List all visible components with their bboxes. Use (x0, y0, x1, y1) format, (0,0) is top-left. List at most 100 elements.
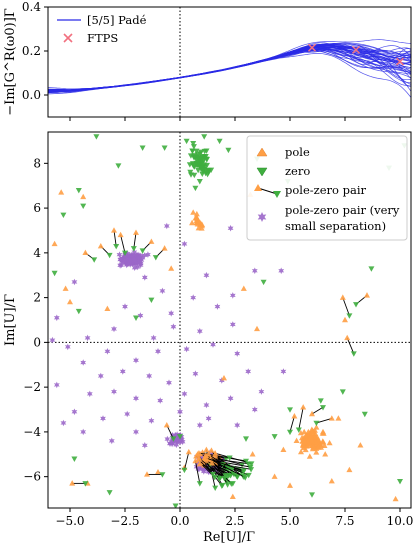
bottom-y-tick-label: −2 (23, 380, 41, 394)
pair-segment (166, 424, 174, 439)
zero-point (133, 315, 139, 321)
zero-point (317, 398, 324, 404)
zero-point (225, 147, 232, 154)
pair-zero-point (248, 467, 255, 473)
small-separation-point (117, 256, 124, 263)
pair-zero-point (245, 472, 252, 479)
pair-pole-point (195, 449, 202, 456)
small-separation-point (192, 370, 199, 377)
pole-zero-pair (309, 405, 326, 417)
legend-pole-marker (256, 147, 268, 157)
pair-segment (210, 459, 246, 478)
pole-zero-pair (69, 480, 89, 487)
zero-point (80, 203, 87, 210)
small-separation-point (168, 310, 175, 317)
pair-zero-point (159, 472, 166, 478)
pade-curve (48, 49, 411, 92)
small-separation-point (234, 350, 241, 357)
zero-point (93, 134, 100, 140)
pair-segment (198, 459, 214, 475)
legend-ftps-marker (63, 33, 73, 43)
pole-point (315, 441, 322, 447)
bottom-y-axis-label: Im[U]/Γ (3, 294, 18, 346)
small-separation-point (258, 388, 265, 395)
zero-point (188, 172, 194, 178)
top-y-tick-label: 0.0 (22, 88, 41, 102)
pole-zero-pair (181, 448, 192, 474)
pole-point (51, 240, 58, 247)
pair-pole-point (212, 451, 219, 457)
pole-zero-pair (287, 413, 298, 436)
pole-zero-pair (97, 242, 113, 259)
small-separation-point (136, 254, 142, 262)
small-separation-point (173, 441, 180, 449)
small-separation-point (53, 381, 60, 389)
pole-point (335, 415, 342, 421)
small-separation-point (278, 267, 285, 275)
small-separation-point (181, 240, 188, 248)
pole-point (293, 437, 300, 444)
pair-pole-point (163, 421, 170, 428)
pole-point (306, 453, 313, 459)
pole-point (287, 482, 293, 488)
small-separation-point (133, 357, 139, 364)
pole-point (189, 219, 196, 226)
pole-zero-pair (163, 421, 177, 442)
small-separation-point (80, 359, 87, 366)
pole-point (168, 265, 175, 271)
small-separation-point (125, 259, 132, 267)
pair-segment (211, 462, 235, 475)
pole-point (313, 449, 320, 455)
zero-point (192, 185, 199, 192)
legend-small-separation-label-line2: small separation) (285, 219, 386, 233)
small-separation-point (131, 248, 138, 256)
pair-zero-point (353, 302, 359, 308)
pole-point (301, 438, 308, 445)
pole-point (322, 451, 329, 457)
small-separation-point (227, 224, 234, 232)
small-separation-series (49, 222, 287, 476)
pair-zero-point (130, 246, 137, 252)
small-separation-point (104, 348, 111, 355)
zero-point (201, 134, 208, 140)
legend-small-separation-marker (257, 212, 267, 222)
small-separation-point (122, 303, 128, 310)
small-separation-point (163, 222, 170, 230)
small-separation-point (178, 436, 184, 443)
top-x-ticks (69, 117, 401, 121)
small-separation-point (60, 419, 67, 427)
pole-zero-pair (209, 460, 237, 478)
zero-point (199, 165, 205, 172)
pair-zero-point (221, 475, 228, 482)
small-separation-point (49, 336, 56, 344)
pair-segment (316, 418, 332, 424)
pair-pole-point (202, 454, 209, 461)
pole-zero-pair (82, 249, 98, 263)
pole-point (326, 439, 333, 446)
bottom-plot-area (48, 132, 411, 508)
pole-point (254, 325, 260, 332)
pole-point (315, 444, 322, 450)
pole-point (299, 434, 306, 441)
top-legend: [5/5] Padé FTPS (57, 13, 147, 45)
pole-point (303, 443, 310, 449)
pole-point (194, 221, 201, 227)
pole-point (155, 468, 161, 475)
pole-series (51, 189, 399, 502)
bottom-x-tick-label: −2.5 (110, 514, 139, 528)
pole-zero-pair (353, 292, 370, 308)
top-y-tick-label: 0.4 (22, 0, 41, 14)
pair-zero-point (152, 255, 159, 261)
small-separation-point (169, 440, 175, 447)
small-separation-point (126, 253, 133, 260)
pair-pole-point (185, 448, 192, 455)
small-separation-point (124, 257, 131, 264)
pair-zero-point (346, 313, 353, 319)
zero-point (186, 162, 193, 168)
pair-pole-point (144, 471, 150, 477)
small-separation-point (251, 267, 258, 275)
pole-zero-pair (192, 457, 203, 487)
zero-point (177, 434, 183, 440)
pole-point (302, 433, 309, 439)
